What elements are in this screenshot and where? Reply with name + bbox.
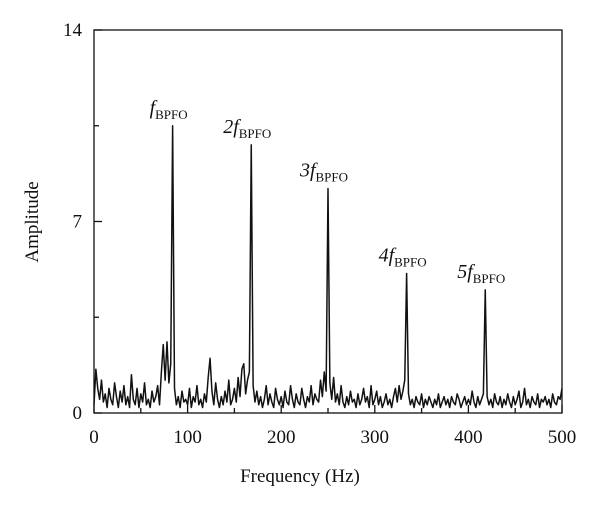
x-tick-label: 0 <box>89 427 99 448</box>
annotation-subscript: BPFO <box>239 126 272 141</box>
peak-annotation: 4fBPFO <box>379 244 427 269</box>
x-axis-title: Frequency (Hz) <box>240 466 360 487</box>
annotation-subscript: BPFO <box>394 254 427 269</box>
x-tick-label: 200 <box>267 427 296 448</box>
peak-annotation: 3fBPFO <box>299 160 348 185</box>
annotation-subscript: BPFO <box>155 107 188 122</box>
annotation-text: 2f <box>223 116 241 138</box>
annotation-text: f <box>150 97 158 119</box>
peak-annotation: 2fBPFO <box>223 116 271 141</box>
peak-annotation: 5fBPFO <box>457 261 505 286</box>
x-tick-label: 100 <box>173 427 202 448</box>
annotation-text: 3f <box>299 160 318 182</box>
annotation-subscript: BPFO <box>473 271 506 286</box>
annotation-text: 4f <box>379 244 397 266</box>
peak-annotation: fBPFO <box>150 97 188 122</box>
x-tick-label: 500 <box>548 427 577 448</box>
x-tick-label: 400 <box>454 427 483 448</box>
annotation-text: 5f <box>457 261 475 283</box>
x-tick-label: 300 <box>361 427 390 448</box>
y-tick-label: 0 <box>73 403 83 424</box>
y-tick-label: 14 <box>63 20 83 41</box>
annotation-subscript: BPFO <box>316 170 349 185</box>
y-axis-title: Amplitude <box>22 181 43 262</box>
spectrum-line <box>93 125 563 409</box>
y-tick-label: 7 <box>73 212 83 233</box>
